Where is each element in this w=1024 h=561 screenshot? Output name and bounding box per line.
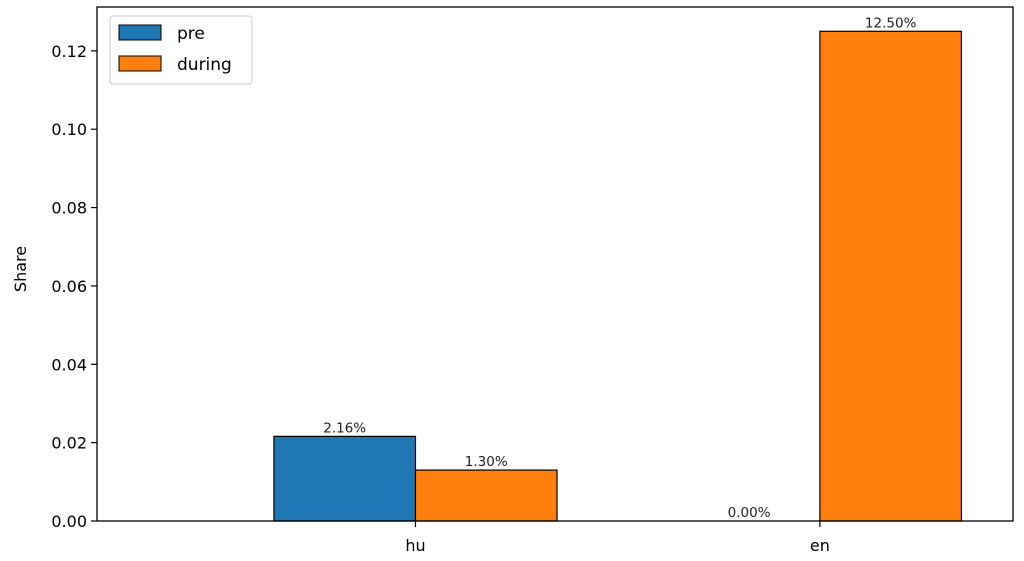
data-labels: 2.16% 1.30% 0.00% 12.50% <box>323 15 916 521</box>
legend-swatch-during <box>118 55 162 72</box>
x-tick-label-en: en <box>810 536 830 555</box>
y-tick-label: 0.12 <box>51 42 87 61</box>
x-tick-label-hu: hu <box>405 536 425 555</box>
y-tick-label: 0.08 <box>51 199 87 218</box>
legend-swatch-pre <box>118 24 162 41</box>
legend-label-during: during <box>177 55 232 75</box>
data-label-during-en: 12.50% <box>865 15 917 31</box>
data-label-pre-hu: 2.16% <box>323 420 366 436</box>
bar-during-hu <box>414 469 558 522</box>
x-axis: hu en <box>405 521 830 555</box>
legend: pre during <box>109 15 253 85</box>
data-label-during-hu: 1.30% <box>465 454 508 470</box>
bar-pre-hu <box>273 435 417 522</box>
y-tick-label: 0.00 <box>51 512 87 531</box>
y-tick-label: 0.02 <box>51 434 87 453</box>
y-tick-label: 0.06 <box>51 277 87 296</box>
y-axis-label: Share <box>11 246 30 292</box>
legend-label-pre: pre <box>177 24 205 44</box>
y-tick-label: 0.10 <box>51 120 87 139</box>
data-label-pre-en: 0.00% <box>728 505 771 521</box>
bar-during-en <box>819 30 963 522</box>
bars <box>273 30 963 522</box>
plot-frame <box>96 6 1014 522</box>
y-axis: 0.00 0.02 0.04 0.06 0.08 0.10 0.12 <box>51 42 97 531</box>
y-tick-label: 0.04 <box>51 355 87 374</box>
